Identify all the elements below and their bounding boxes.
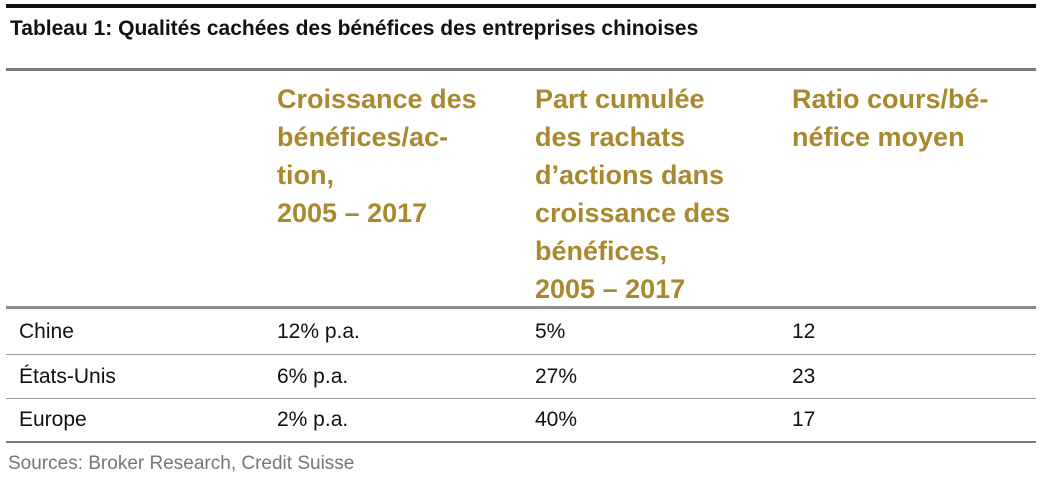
source-note: Sources: Broker Research, Credit Suisse bbox=[8, 453, 355, 474]
table-row: Europe 2% p.a. 40% 17 bbox=[6, 398, 1036, 442]
table-row: Chine 12% p.a. 5% 12 bbox=[6, 310, 1036, 354]
buyback-cell: 40% bbox=[535, 408, 578, 431]
row-label: Chine bbox=[19, 320, 74, 343]
top-rule bbox=[6, 4, 1036, 8]
column-header-buyback: Part cumulée des rachats d’actions dans … bbox=[535, 84, 731, 304]
growth-cell: 2% p.a. bbox=[277, 408, 349, 431]
header-top-rule bbox=[6, 68, 1036, 71]
table-title: Tableau 1: Qualités cachées des bénéfice… bbox=[10, 17, 699, 40]
column-header-pe: Ratio cours/bé- néfice moyen bbox=[792, 84, 989, 152]
growth-cell: 12% p.a. bbox=[277, 320, 360, 343]
row-label: Europe bbox=[19, 408, 87, 431]
pe-cell: 12 bbox=[792, 320, 816, 343]
row-divider bbox=[6, 354, 1036, 355]
pe-cell: 23 bbox=[792, 365, 816, 388]
buyback-cell: 27% bbox=[535, 365, 578, 388]
growth-cell: 6% p.a. bbox=[277, 365, 349, 388]
row-label: États-Unis bbox=[19, 365, 116, 388]
pe-cell: 17 bbox=[792, 408, 816, 431]
bottom-rule bbox=[6, 441, 1036, 443]
row-divider bbox=[6, 398, 1036, 399]
header-bottom-rule bbox=[6, 306, 1036, 309]
table-row: États-Unis 6% p.a. 27% 23 bbox=[6, 355, 1036, 399]
buyback-cell: 5% bbox=[535, 320, 566, 343]
column-header-growth: Croissance des bénéfices/ac- tion, 2005 … bbox=[277, 84, 477, 228]
